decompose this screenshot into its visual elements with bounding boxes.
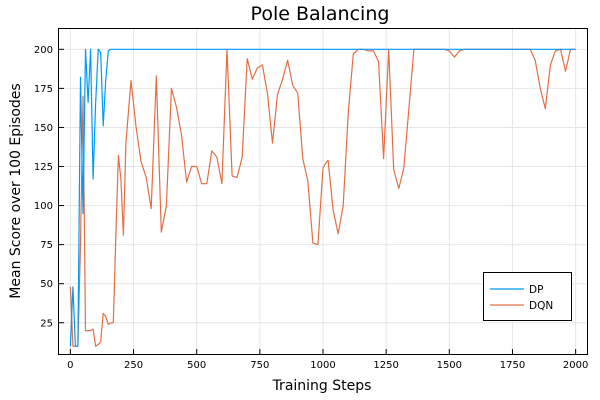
- legend-label-dp: DP: [529, 284, 543, 296]
- chart-title: Pole Balancing: [251, 3, 390, 25]
- y-tick-label: 150: [34, 123, 53, 134]
- plot-frame: [58, 28, 588, 355]
- series-lines: [69, 48, 576, 347]
- x-tick-label: 500: [187, 360, 206, 371]
- x-axis-label: Training Steps: [272, 378, 372, 394]
- x-tick-label: 1750: [500, 360, 525, 371]
- y-tick-label: 175: [34, 84, 53, 95]
- y-axis-label: Mean Score over 100 Episodes: [8, 83, 24, 298]
- legend: DP DQN: [483, 272, 572, 321]
- y-tick-label: 25: [40, 318, 53, 329]
- y-tick-label: 75: [40, 240, 53, 251]
- legend-box: [483, 272, 572, 321]
- x-tick-label: 1000: [310, 360, 335, 371]
- legend-label-dqn: DQN: [529, 300, 553, 312]
- y-tick-label: 50: [40, 279, 53, 290]
- y-tick-label: 200: [34, 45, 53, 56]
- x-tick-label: 2000: [563, 360, 588, 371]
- x-tick-label: 1250: [373, 360, 398, 371]
- x-tick-label: 250: [124, 360, 143, 371]
- x-tick-label: 0: [67, 360, 73, 371]
- axis-ticks: 0 250 500 750 1000 1250 1500 1750 2000 25 50 75 100 1…: [34, 45, 588, 371]
- y-tick-label: 100: [34, 201, 53, 212]
- y-tick-label: 125: [34, 162, 53, 173]
- x-tick-label: 750: [250, 360, 269, 371]
- x-tick-label: 1500: [437, 360, 462, 371]
- series-line-dp: [69, 48, 576, 347]
